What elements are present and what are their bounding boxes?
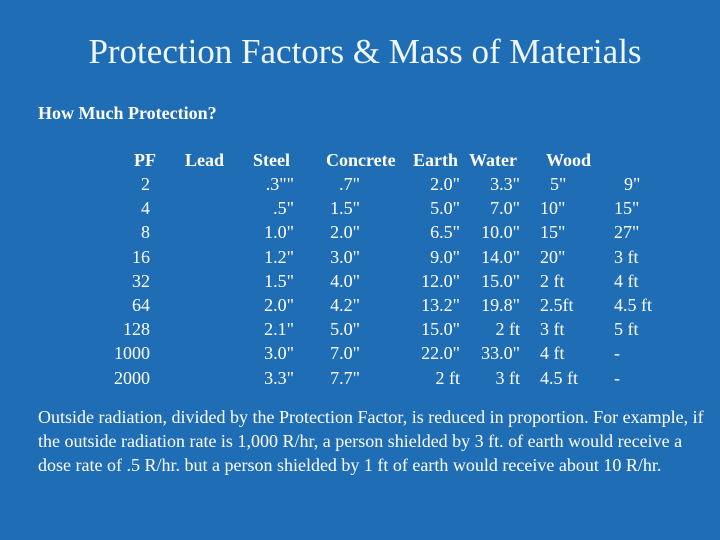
cell-water: 33.0" <box>481 343 520 364</box>
cell-extra: - <box>614 343 620 364</box>
cell-concrete: 2.0" <box>330 222 360 243</box>
cell-water: 3.3" <box>490 174 520 194</box>
cell-pf: 1000 <box>114 343 150 364</box>
cell-earth: 2 ft <box>435 367 461 388</box>
cell-pf: 16 <box>132 246 150 267</box>
cell-extra: - <box>614 367 620 388</box>
cell-wood: 3 ft <box>540 319 565 340</box>
cell-concrete: 7.7" <box>330 367 360 388</box>
cell-water: 14.0" <box>481 246 520 267</box>
cell-steel: 1.0" <box>264 222 294 243</box>
cell-wood: 20" <box>540 246 566 267</box>
cell-earth: 15.0" <box>421 319 460 340</box>
cell-earth: 13.2" <box>421 294 460 315</box>
header-pf: PF <box>134 150 156 170</box>
cell-earth: 9.0" <box>430 246 460 267</box>
cell-concrete: .7" <box>339 174 360 194</box>
cell-wood: 2 ft <box>540 270 565 291</box>
cell-wood: 2.5ft <box>540 294 574 315</box>
cell-extra: 4.5 ft <box>614 294 652 315</box>
cell-pf: 64 <box>132 294 150 315</box>
column-extra: 9" 15" 27" 3 ft 4 ft 4.5 ft 5 ft - - <box>614 172 684 390</box>
cell-water: 7.0" <box>490 198 520 219</box>
column-water: 3.3" 7.0" 10.0" 14.0" 15.0" 19.8" 2 ft 3… <box>460 172 520 390</box>
cell-wood: 10" <box>540 198 566 219</box>
column-concrete: .7" 1.5" 2.0" 3.0" 4.0" 4.2" 5.0" 7.0" 7… <box>310 172 360 390</box>
cell-earth: 6.5" <box>430 222 460 243</box>
cell-concrete: 5.0" <box>330 319 360 340</box>
cell-concrete: 4.0" <box>330 270 360 291</box>
cell-steel: 3.3" <box>264 367 294 388</box>
slide-subtitle: How Much Protection? <box>38 103 217 123</box>
cell-water: 2 ft <box>495 319 521 340</box>
cell-steel: .5" <box>273 198 294 219</box>
cell-earth: 12.0" <box>421 270 460 291</box>
cell-water: 19.8" <box>481 294 520 315</box>
cell-steel: 3.0" <box>264 343 294 364</box>
cell-steel: 1.5" <box>264 270 294 291</box>
cell-pf: 2000 <box>114 367 150 388</box>
cell-wood: 4.5 ft <box>540 367 578 388</box>
cell-pf: 128 <box>123 319 150 340</box>
cell-steel: 2.0" <box>264 294 294 315</box>
cell-extra: 9" <box>624 174 641 194</box>
cell-extra: 27" <box>614 222 640 243</box>
header-concrete: Concrete <box>326 150 396 170</box>
cell-extra: 3 ft <box>614 246 639 267</box>
header-earth: Earth <box>413 150 458 170</box>
cell-pf: 8 <box>141 222 150 243</box>
cell-earth: 2.0" <box>430 174 460 194</box>
cell-extra: 4 ft <box>614 270 639 291</box>
cell-steel: 1.2" <box>264 246 294 267</box>
cell-wood: 4 ft <box>540 343 565 364</box>
cell-concrete: 7.0" <box>330 343 360 364</box>
cell-concrete: 4.2" <box>330 294 360 315</box>
cell-wood: 15" <box>540 222 566 243</box>
header-steel: Steel <box>253 150 290 170</box>
cell-water: 15.0" <box>481 270 520 291</box>
slide-title: Protection Factors & Mass of Materials <box>88 32 642 71</box>
cell-extra: 5 ft <box>614 319 639 340</box>
cell-water: 3 ft <box>495 367 521 388</box>
cell-concrete: 1.5" <box>330 198 360 219</box>
column-pf: 2 4 8 16 32 64 128 1000 2000 <box>100 172 150 390</box>
cell-pf: 32 <box>132 270 150 291</box>
header-water: Water <box>469 150 517 170</box>
cell-steel: .3"" <box>265 174 294 194</box>
column-earth: 2.0" 5.0" 6.5" 9.0" 12.0" 13.2" 15.0" 22… <box>400 172 460 390</box>
cell-concrete: 3.0" <box>330 246 360 267</box>
cell-earth: 5.0" <box>430 198 460 219</box>
cell-pf: 4 <box>141 198 150 219</box>
header-wood: Wood <box>546 150 592 170</box>
column-steel: .3"" .5" 1.0" 1.2" 1.5" 2.0" 2.1" 3.0" 3… <box>240 172 294 390</box>
cell-extra: 15" <box>614 198 640 219</box>
cell-steel: 2.1" <box>264 319 294 340</box>
cell-pf: 2 <box>141 174 150 194</box>
column-wood: 5" 10" 15" 20" 2 ft 2.5ft 3 ft 4 ft 4.5 … <box>540 172 600 390</box>
cell-water: 10.0" <box>481 222 520 243</box>
explanation-paragraph: Outside radiation, divided by the Protec… <box>38 407 704 475</box>
cell-wood: 5" <box>550 174 567 194</box>
header-lead: Lead <box>185 150 225 170</box>
cell-earth: 22.0" <box>421 343 460 364</box>
